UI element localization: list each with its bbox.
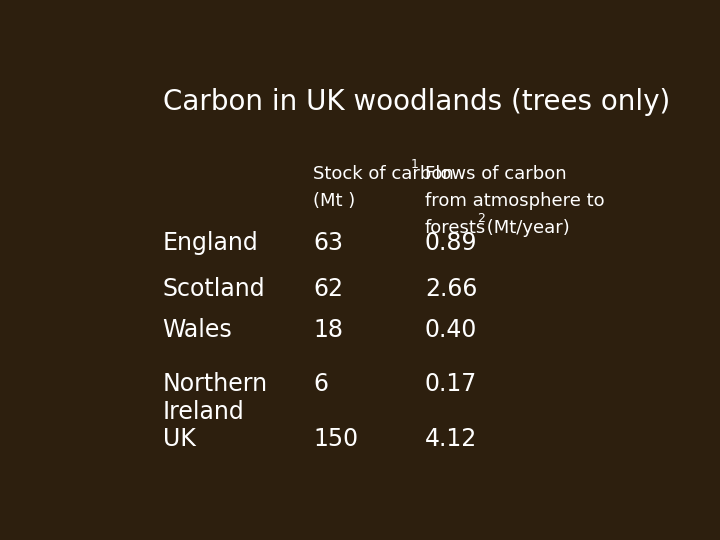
Text: 2.66: 2.66	[425, 277, 477, 301]
Text: 1: 1	[411, 158, 419, 171]
Text: 0.89: 0.89	[425, 231, 477, 255]
Text: 0.40: 0.40	[425, 319, 477, 342]
Text: (Mt/year): (Mt/year)	[481, 219, 570, 237]
Text: Northern: Northern	[163, 373, 268, 396]
Text: 62: 62	[313, 277, 343, 301]
Text: Carbon in UK woodlands (trees only): Carbon in UK woodlands (trees only)	[163, 88, 670, 116]
Text: Stock of carbon: Stock of carbon	[313, 165, 454, 183]
Text: Scotland: Scotland	[163, 277, 265, 301]
Text: Wales: Wales	[163, 319, 233, 342]
Text: 150: 150	[313, 427, 359, 450]
Text: Flows of carbon: Flows of carbon	[425, 165, 567, 183]
Text: forests: forests	[425, 219, 486, 237]
Text: 63: 63	[313, 231, 343, 255]
Text: Ireland: Ireland	[163, 400, 244, 423]
Text: UK: UK	[163, 427, 195, 450]
Text: 18: 18	[313, 319, 343, 342]
Text: (Mt ): (Mt )	[313, 192, 356, 210]
Text: 4.12: 4.12	[425, 427, 477, 450]
Text: 0.17: 0.17	[425, 373, 477, 396]
Text: from atmosphere to: from atmosphere to	[425, 192, 604, 210]
Text: 6: 6	[313, 373, 328, 396]
Text: England: England	[163, 231, 258, 255]
Text: 2: 2	[477, 212, 485, 225]
